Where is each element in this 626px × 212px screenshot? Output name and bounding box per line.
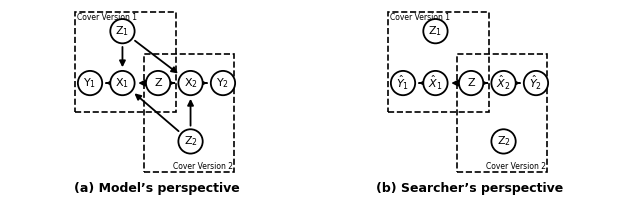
Text: Z: Z	[467, 78, 475, 88]
Text: Z$_2$: Z$_2$	[183, 135, 197, 148]
Text: $\hat{X}_1$: $\hat{X}_1$	[428, 74, 443, 92]
Text: (a) Model’s perspective: (a) Model’s perspective	[74, 182, 239, 195]
Circle shape	[391, 71, 415, 95]
Circle shape	[491, 129, 516, 153]
Text: $\hat{X}_2$: $\hat{X}_2$	[496, 74, 511, 92]
Text: Y$_2$: Y$_2$	[217, 76, 230, 90]
Circle shape	[491, 71, 516, 95]
Circle shape	[146, 71, 170, 95]
Bar	[143, 54, 234, 172]
Circle shape	[423, 19, 448, 43]
Circle shape	[78, 71, 102, 95]
Circle shape	[211, 71, 235, 95]
Circle shape	[110, 19, 135, 43]
Text: Cover Version 1: Cover Version 1	[390, 13, 450, 22]
Text: $\hat{Y}_1$: $\hat{Y}_1$	[396, 74, 409, 92]
Bar	[76, 12, 176, 112]
Text: Z$_1$: Z$_1$	[115, 24, 130, 38]
Text: $\hat{Y}_2$: $\hat{Y}_2$	[530, 74, 543, 92]
Text: (b) Searcher’s perspective: (b) Searcher’s perspective	[376, 182, 563, 195]
Text: Cover Version 1: Cover Version 1	[77, 13, 137, 22]
Text: Cover Version 2: Cover Version 2	[486, 162, 546, 171]
Circle shape	[110, 71, 135, 95]
Circle shape	[178, 71, 203, 95]
Circle shape	[524, 71, 548, 95]
Text: Z: Z	[154, 78, 162, 88]
Bar	[456, 54, 547, 172]
Text: Y$_1$: Y$_1$	[83, 76, 96, 90]
Bar	[389, 12, 489, 112]
Text: X$_1$: X$_1$	[115, 76, 130, 90]
Circle shape	[423, 71, 448, 95]
Text: Cover Version 2: Cover Version 2	[173, 162, 233, 171]
Text: Z$_2$: Z$_2$	[496, 135, 510, 148]
Text: Z$_1$: Z$_1$	[428, 24, 443, 38]
Text: X$_2$: X$_2$	[183, 76, 197, 90]
Circle shape	[178, 129, 203, 153]
Circle shape	[459, 71, 483, 95]
